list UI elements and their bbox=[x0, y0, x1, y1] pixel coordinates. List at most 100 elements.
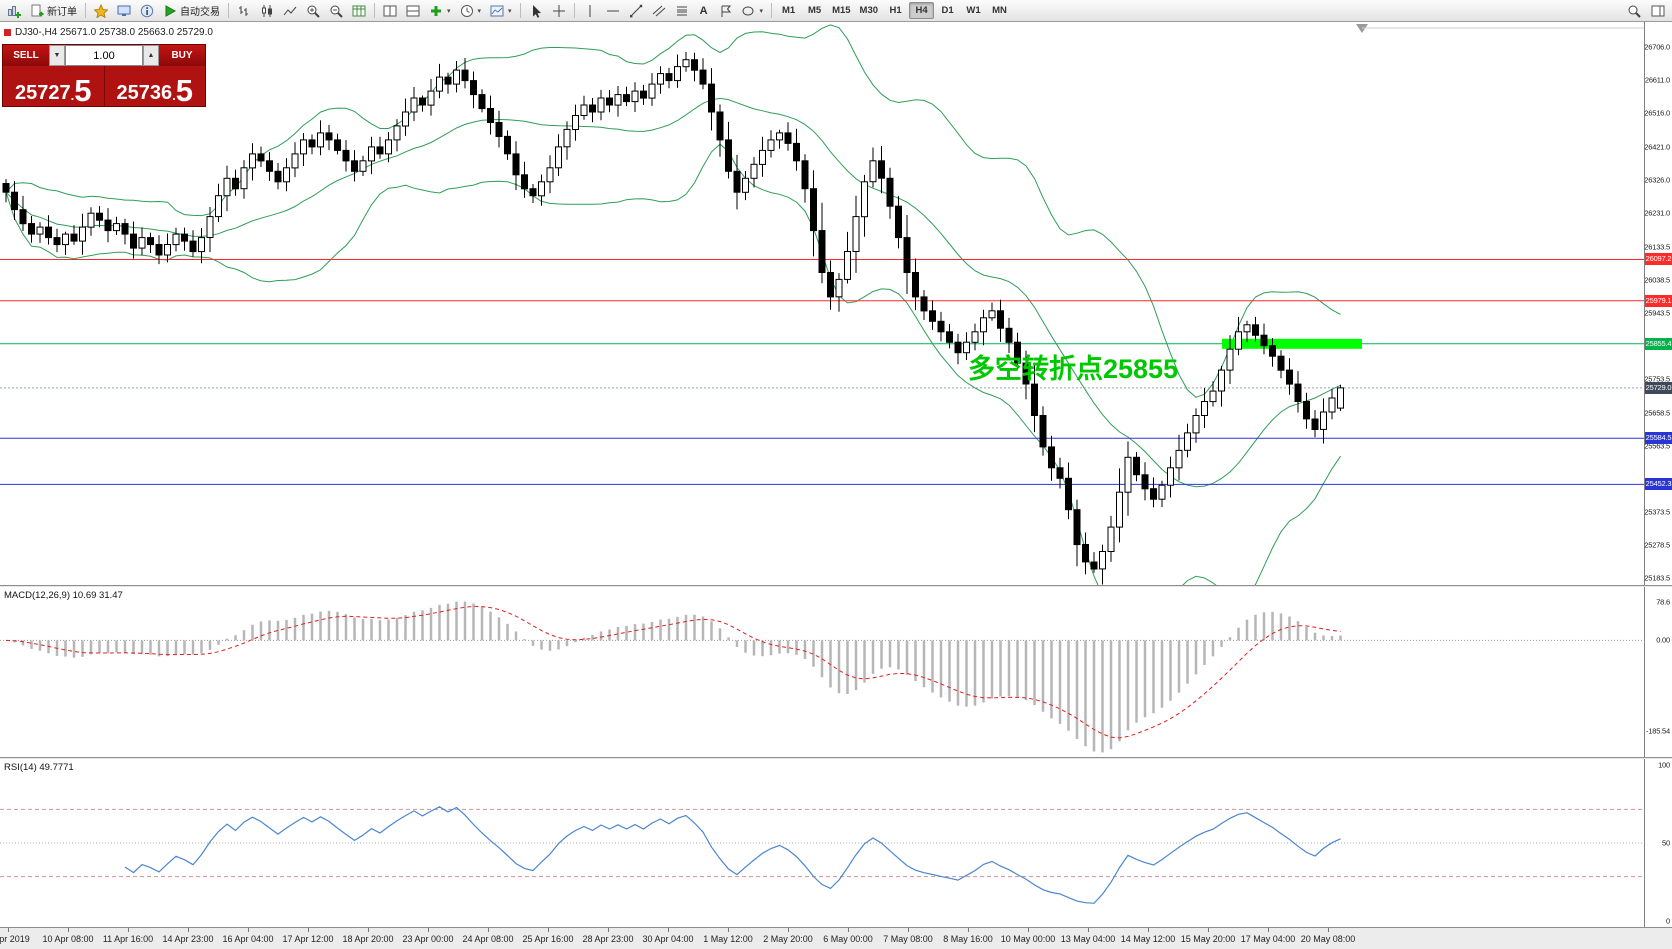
favorites-button[interactable] bbox=[90, 2, 112, 20]
time-label: 10 May 00:00 bbox=[1000, 934, 1056, 944]
new-order-icon bbox=[31, 4, 44, 16]
trendline-tool-button[interactable] bbox=[625, 2, 647, 20]
timeframe-m1-button[interactable]: M1 bbox=[776, 2, 801, 19]
toolbar-separator bbox=[85, 3, 86, 18]
new-order-button[interactable]: 新订单 bbox=[26, 2, 81, 20]
line-chart-button[interactable] bbox=[279, 2, 301, 20]
time-tick-mark bbox=[1088, 928, 1089, 932]
crosshair-button[interactable] bbox=[548, 2, 570, 20]
sell-price[interactable]: 25727. 5 bbox=[3, 66, 105, 106]
price-tick-label: 25278.5 bbox=[1644, 540, 1670, 550]
price-level-label: 26097.2 bbox=[1645, 253, 1672, 266]
zoom-in-button[interactable] bbox=[302, 2, 324, 20]
timeframe-h4-button[interactable]: H4 bbox=[909, 2, 935, 19]
timeframe-w1-button[interactable]: W1 bbox=[961, 2, 986, 19]
timeframe-m15-button[interactable]: M15 bbox=[828, 2, 854, 19]
timeframe-m5-button[interactable]: M5 bbox=[802, 2, 827, 19]
cursor-arrow-icon bbox=[532, 4, 541, 18]
tile-windows-button[interactable] bbox=[379, 2, 401, 20]
rsi-scale[interactable]: 100 50 0 bbox=[1644, 759, 1672, 927]
time-tick-mark bbox=[488, 928, 489, 932]
volume-decrease-button[interactable]: ▼ bbox=[49, 45, 65, 66]
ellipse-shape-icon bbox=[742, 6, 754, 15]
time-label: 11 Apr 16:00 bbox=[102, 934, 154, 944]
volume-increase-button[interactable]: ▲ bbox=[143, 45, 159, 66]
monitor-icon bbox=[117, 5, 131, 16]
market-watch-button[interactable] bbox=[113, 2, 135, 20]
time-label: 2 May 20:00 bbox=[763, 934, 813, 944]
search-button[interactable] bbox=[1623, 2, 1645, 20]
timeframe-mn-button[interactable]: MN bbox=[987, 2, 1012, 19]
channel-icon bbox=[652, 5, 665, 16]
info-button[interactable] bbox=[136, 2, 158, 20]
price-chart-canvas[interactable] bbox=[0, 22, 1644, 585]
macd-canvas[interactable] bbox=[0, 587, 1644, 757]
candlestick-series[interactable] bbox=[2, 52, 1344, 585]
zoom-in-icon bbox=[307, 5, 320, 18]
add-indicator-button[interactable]: ▾ bbox=[425, 2, 455, 20]
price-tick-label: 25373.5 bbox=[1644, 507, 1670, 517]
new-chart-button[interactable] bbox=[3, 2, 25, 20]
toolbar-separator bbox=[519, 3, 521, 18]
label-tool-button[interactable] bbox=[715, 2, 737, 20]
search-icon bbox=[1628, 5, 1641, 18]
tile-horizontal-button[interactable] bbox=[402, 2, 424, 20]
symbols-table-button[interactable] bbox=[348, 2, 370, 20]
zoom-out-button[interactable] bbox=[325, 2, 347, 20]
text-tool-button[interactable]: A bbox=[694, 2, 714, 20]
panels-button[interactable] bbox=[1647, 2, 1669, 20]
candlestick-chart-button[interactable] bbox=[256, 2, 278, 20]
period-button[interactable]: ▾ bbox=[456, 2, 486, 20]
timeframe-h1-button[interactable]: H1 bbox=[883, 2, 908, 19]
macd-scale[interactable]: 78.6 0.00 -185.54 bbox=[1644, 587, 1672, 757]
timeframe-m30-button[interactable]: M30 bbox=[856, 2, 882, 19]
shapes-tool-button[interactable]: ▾ bbox=[738, 2, 768, 20]
price-tick-label: 26133.5 bbox=[1644, 242, 1670, 252]
fibonacci-tool-button[interactable] bbox=[671, 2, 693, 20]
buy-price-frac: 5 bbox=[175, 72, 193, 108]
time-axis[interactable]: 9 Apr 2019 10 Apr 08:00 11 Apr 16:00 14 Apr… bbox=[0, 927, 1672, 949]
time-tick-mark bbox=[1328, 928, 1329, 932]
price-tick-label: 26038.5 bbox=[1644, 275, 1670, 285]
time-tick-mark bbox=[68, 928, 69, 932]
bar-chart-icon bbox=[239, 5, 248, 16]
autotrade-label: 自动交易 bbox=[180, 7, 220, 18]
time-label: 25 Apr 16:00 bbox=[522, 934, 574, 944]
time-label: 6 May 00:00 bbox=[823, 934, 873, 944]
volume-input[interactable] bbox=[65, 45, 143, 66]
sell-price-main: 25727 bbox=[15, 82, 71, 104]
time-tick-mark bbox=[8, 928, 9, 932]
rsi-panel: RSI(14) 49.7771 100 50 0 bbox=[0, 759, 1672, 927]
rsi-line bbox=[124, 806, 1341, 904]
new-order-label: 新订单 bbox=[47, 7, 77, 18]
vertical-line-tool-button[interactable] bbox=[579, 2, 601, 20]
channel-tool-button[interactable] bbox=[648, 2, 670, 20]
cursor-button[interactable] bbox=[525, 2, 547, 20]
decimal-point: . bbox=[70, 87, 75, 103]
level-highlight-rect[interactable] bbox=[1222, 338, 1362, 349]
crosshair-icon bbox=[552, 4, 565, 17]
time-tick-mark bbox=[1268, 928, 1269, 932]
template-button[interactable]: ▾ bbox=[486, 2, 516, 20]
rsi-canvas[interactable] bbox=[0, 759, 1644, 927]
time-label: 17 May 04:00 bbox=[1240, 934, 1296, 944]
panel-splitter[interactable] bbox=[0, 585, 1672, 587]
price-level-label: 25584.5 bbox=[1645, 432, 1672, 445]
chart-annotation-text[interactable]: 多空转折点25855 bbox=[968, 353, 1179, 384]
horizontal-line-tool-button[interactable] bbox=[602, 2, 624, 20]
timeframe-d1-button[interactable]: D1 bbox=[935, 2, 960, 19]
price-scale[interactable]: 26706.0 26611.0 26516.0 26421.0 26326.0 26231… bbox=[1644, 22, 1672, 585]
autotrade-button[interactable]: 自动交易 bbox=[159, 2, 224, 20]
buy-price[interactable]: 25736. 5 bbox=[105, 66, 206, 106]
time-label: 8 May 16:00 bbox=[943, 934, 993, 944]
panel-splitter[interactable] bbox=[0, 757, 1672, 759]
horizontal-line-icon bbox=[606, 10, 619, 11]
price-tick-label: 26516.0 bbox=[1644, 108, 1670, 118]
time-label: 14 May 12:00 bbox=[1120, 934, 1176, 944]
plus-icon bbox=[431, 5, 441, 16]
buy-button[interactable]: BUY bbox=[159, 45, 205, 66]
bar-chart-button[interactable] bbox=[233, 2, 255, 20]
sell-button[interactable]: SELL bbox=[3, 45, 49, 66]
chevron-down-icon: ▾ bbox=[447, 7, 451, 15]
panels-icon bbox=[1651, 5, 1665, 16]
